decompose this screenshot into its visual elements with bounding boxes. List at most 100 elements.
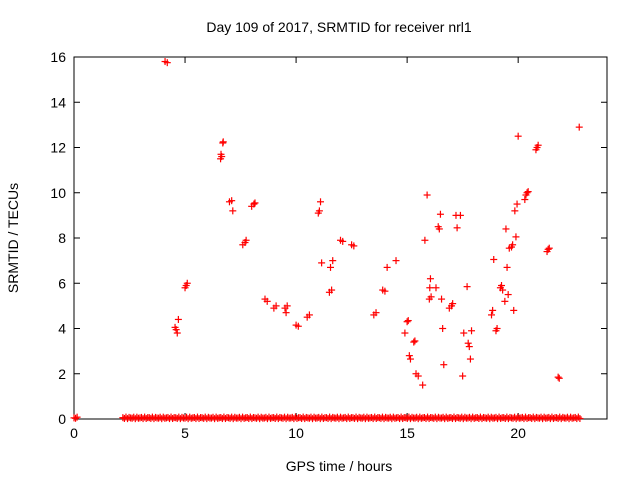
data-point xyxy=(329,257,337,265)
data-point xyxy=(463,283,471,291)
data-point xyxy=(488,311,496,319)
x-tick-label: 0 xyxy=(70,425,78,441)
baseline-point xyxy=(576,415,584,423)
data-point xyxy=(405,352,413,360)
data-point xyxy=(242,236,250,244)
x-tick-label: 5 xyxy=(181,425,189,441)
data-point xyxy=(219,138,227,146)
data-point xyxy=(381,287,389,295)
data-point xyxy=(499,286,507,294)
data-point xyxy=(426,275,434,283)
data-point xyxy=(404,317,412,325)
baseline-point xyxy=(574,413,582,421)
data-point xyxy=(432,284,440,292)
data-point xyxy=(250,200,258,208)
data-point xyxy=(426,284,434,292)
y-axis-label: SRMTID / TECUs xyxy=(5,183,21,293)
baseline-point xyxy=(375,414,383,422)
data-point xyxy=(509,241,517,249)
baseline-point xyxy=(198,414,206,422)
data-point xyxy=(272,302,280,310)
data-point xyxy=(513,200,521,208)
data-point xyxy=(305,311,313,319)
baseline-point xyxy=(287,414,295,422)
data-point xyxy=(490,255,498,263)
data-point xyxy=(498,282,506,290)
data-point xyxy=(251,199,259,207)
data-point xyxy=(512,233,520,241)
baseline-point xyxy=(72,414,80,422)
data-point xyxy=(465,343,473,351)
y-tick-label: 8 xyxy=(58,230,66,246)
data-point xyxy=(460,329,468,337)
data-point xyxy=(456,211,464,219)
data-point xyxy=(555,374,563,382)
data-point xyxy=(283,302,291,310)
x-axis-tick-labels: 0 5 10 15 20 xyxy=(70,425,526,441)
data-point xyxy=(317,198,325,206)
data-point xyxy=(504,291,512,299)
data-point xyxy=(438,295,446,303)
baseline-point xyxy=(402,414,410,422)
data-point xyxy=(383,263,391,271)
baseline-point xyxy=(490,414,498,422)
data-point xyxy=(401,329,409,337)
y-tick-label: 4 xyxy=(58,321,66,337)
chart-title: Day 109 of 2017, SRMTID for receiver nrl… xyxy=(206,19,472,35)
data-point xyxy=(554,373,562,381)
data-point xyxy=(453,224,461,232)
data-point xyxy=(435,225,443,233)
data-point xyxy=(403,318,411,326)
data-point xyxy=(218,153,226,161)
data-point xyxy=(439,325,447,332)
x-tick-label: 10 xyxy=(288,425,304,441)
data-point xyxy=(410,338,418,346)
x-axis-ticks xyxy=(73,57,519,419)
data-point xyxy=(521,196,529,204)
x-axis-label: GPS time / hours xyxy=(286,458,393,474)
data-point xyxy=(534,141,542,149)
data-point xyxy=(524,188,532,196)
data-point xyxy=(172,326,180,334)
data-point xyxy=(523,189,531,197)
y-tick-label: 10 xyxy=(50,185,66,201)
data-point xyxy=(163,59,171,67)
srmtid-data-points xyxy=(161,58,583,389)
data-point xyxy=(392,257,400,265)
x-tick-label: 20 xyxy=(510,425,526,441)
x-tick-label: 15 xyxy=(399,425,415,441)
data-point xyxy=(459,372,467,380)
data-point xyxy=(411,337,419,345)
data-point xyxy=(501,297,509,305)
y-tick-label: 6 xyxy=(58,275,66,291)
y-axis-ticks xyxy=(74,56,607,420)
data-point xyxy=(318,259,326,267)
baseline-point xyxy=(464,414,472,422)
data-point xyxy=(339,237,347,245)
y-tick-label: 12 xyxy=(50,140,66,156)
data-point xyxy=(427,293,435,301)
baseline-point xyxy=(172,414,180,422)
data-point xyxy=(511,207,519,215)
zero-baseline-series xyxy=(70,413,584,423)
data-point xyxy=(328,286,336,294)
data-point xyxy=(327,263,335,271)
data-point xyxy=(449,300,457,308)
data-point xyxy=(174,315,182,323)
y-tick-label: 2 xyxy=(58,366,66,382)
data-point xyxy=(315,207,323,215)
y-tick-label: 14 xyxy=(50,94,66,110)
data-point xyxy=(503,263,511,271)
data-point xyxy=(228,197,236,205)
data-point xyxy=(440,361,448,369)
data-point xyxy=(372,309,380,317)
baseline-point xyxy=(260,414,268,422)
data-point xyxy=(282,309,290,317)
data-point xyxy=(419,381,427,389)
data-point xyxy=(493,325,501,332)
data-point xyxy=(263,297,271,305)
data-point xyxy=(502,225,510,233)
data-point xyxy=(545,244,553,252)
data-point xyxy=(183,279,191,287)
